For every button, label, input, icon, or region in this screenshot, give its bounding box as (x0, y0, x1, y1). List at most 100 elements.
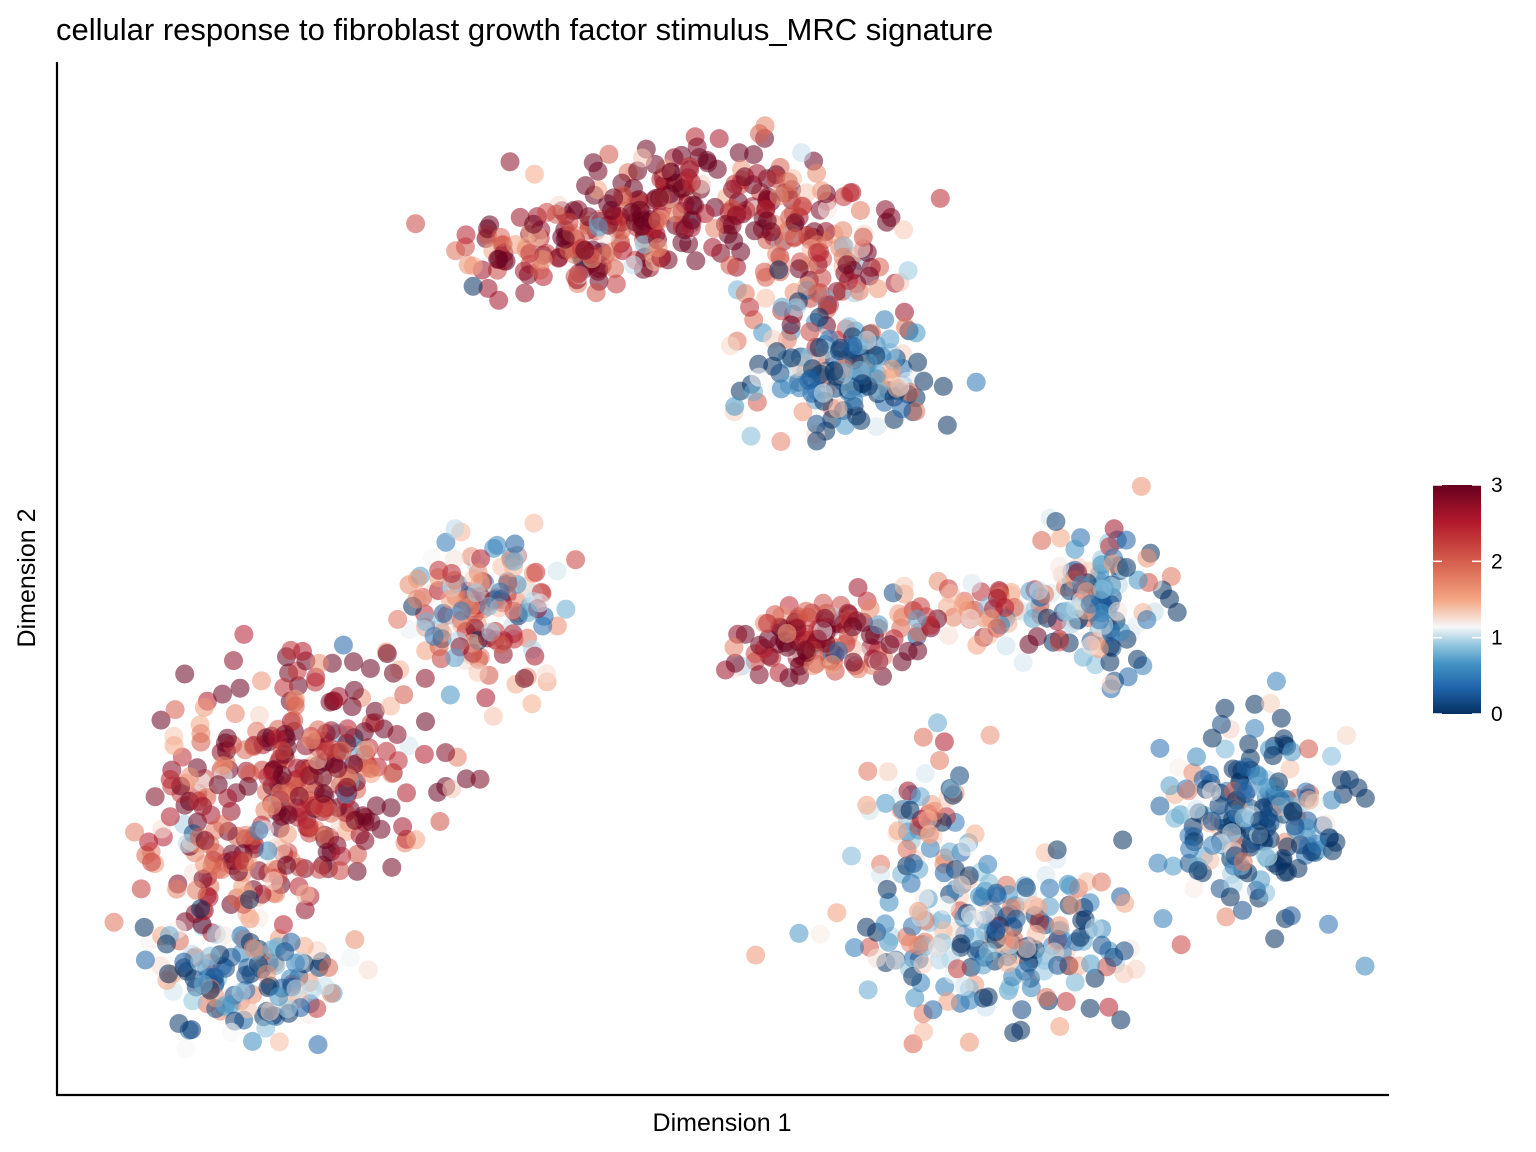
scatter-point (758, 614, 777, 633)
scatter-point (914, 371, 934, 391)
scatter-point (1169, 758, 1189, 778)
scatter-point (1116, 530, 1136, 550)
scatter-point (754, 262, 774, 282)
scatter-point (145, 787, 165, 807)
scatter-point (131, 879, 151, 899)
scatter-point (860, 599, 880, 618)
scatter-point (444, 549, 464, 569)
scatter-point (793, 402, 813, 422)
scatter-point (416, 712, 435, 732)
scatter-point (906, 323, 926, 343)
scatter-point (314, 798, 334, 818)
scatter-point (807, 431, 827, 451)
scatter-point (978, 987, 998, 1007)
scatter-point (463, 276, 483, 296)
scatter-point (547, 616, 567, 636)
scatter-point (456, 769, 476, 789)
scatter-point (878, 762, 898, 782)
scatter-point (1355, 956, 1375, 976)
scatter-point (1282, 742, 1302, 762)
scatter-point (682, 173, 701, 192)
scatter-point (347, 861, 367, 881)
scatter-point (807, 414, 826, 434)
scatter-point (1127, 649, 1147, 669)
scatter-point (295, 900, 315, 920)
scatter-point (606, 274, 626, 294)
scatter-point (930, 188, 950, 208)
scatter-point (1245, 719, 1265, 738)
scatter-point (898, 261, 918, 281)
scatter-point (414, 744, 434, 764)
scatter-point (1220, 887, 1240, 907)
scatter-point (799, 371, 819, 390)
scatter-point (1012, 1000, 1032, 1020)
scatter-point (707, 159, 727, 179)
scatter-point (285, 696, 305, 716)
scatter-point (240, 890, 259, 910)
scatter-point (1316, 814, 1336, 834)
scatter-point (740, 297, 760, 317)
scatter-point (1090, 610, 1110, 630)
scatter-point (500, 152, 520, 172)
scatter-point (781, 315, 801, 335)
scatter-point (1216, 907, 1236, 927)
scatter-point (301, 730, 321, 750)
scatter-point (295, 884, 315, 904)
scatter-point (800, 322, 820, 342)
scatter-point (1056, 602, 1076, 621)
scatter-point (139, 832, 159, 852)
scatter-point (476, 688, 496, 708)
scatter-point (1233, 900, 1252, 920)
scatter-point (882, 359, 902, 379)
scatter-point (682, 210, 702, 230)
scatter-point (915, 764, 935, 783)
scatter-point (1104, 519, 1124, 539)
scatter-point (1080, 998, 1100, 1018)
scatter-point (286, 953, 305, 973)
scatter-point (183, 991, 203, 1011)
scatter-point (309, 653, 329, 673)
scatter-point (947, 959, 967, 979)
scatter-point (767, 342, 787, 362)
scatter-point (222, 1022, 241, 1042)
scatter-point (808, 283, 828, 303)
scatter-point (258, 841, 278, 861)
scatter-point (1251, 827, 1271, 847)
scatter-point (987, 618, 1007, 638)
scatter-point (936, 895, 956, 915)
scatter-point (556, 599, 576, 619)
scatter-point (273, 915, 293, 935)
scatter-point (1178, 781, 1198, 801)
scatter-point (316, 741, 336, 761)
scatter-point (913, 955, 933, 975)
scatter-point (1288, 859, 1308, 878)
scatter-point (939, 626, 959, 646)
scatter-point (957, 837, 977, 857)
scatter-point (880, 635, 900, 655)
scatter-point (807, 243, 827, 263)
scatter-point (174, 952, 194, 972)
scatter-point (869, 651, 889, 671)
scatter-point (589, 217, 608, 237)
scatter-point (951, 934, 971, 954)
scatter-point (928, 937, 948, 957)
scatter-point (1299, 739, 1319, 759)
scatter-point (125, 822, 145, 842)
scatter-point (258, 767, 278, 786)
scatter-point (1092, 580, 1112, 599)
scatter-point (966, 372, 986, 392)
scatter-point (650, 188, 669, 208)
scatter-point (858, 761, 878, 781)
scatter-point (845, 938, 864, 958)
scatter-point (1085, 968, 1105, 988)
scatter-point (360, 659, 380, 678)
scatter-point (366, 796, 386, 816)
scatter-point (892, 399, 912, 419)
scatter-point (406, 214, 426, 234)
scatter-point (1050, 916, 1069, 936)
scatter-point (333, 635, 353, 655)
scatter-point (843, 652, 863, 672)
scatter-point (277, 824, 297, 844)
scatter-point (478, 596, 498, 616)
scatter-point (526, 562, 546, 582)
